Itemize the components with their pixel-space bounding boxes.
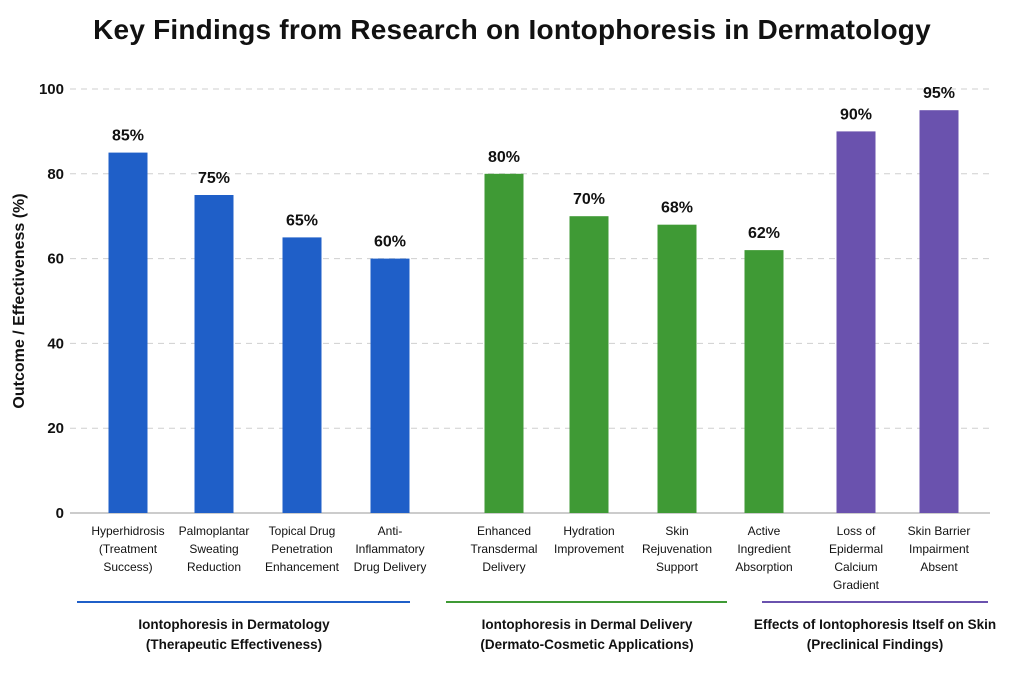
y-tick-label: 40	[47, 335, 64, 352]
group-label: Iontophoresis in Dermal Delivery (Dermato…	[480, 617, 693, 652]
x-category-label: Topical Drug Penetration Enhancement	[265, 524, 340, 574]
x-category-label: Loss of Epidermal Calcium Gradient	[829, 524, 883, 592]
y-tick-label: 20	[47, 420, 64, 437]
bar-value-label: 65%	[286, 212, 318, 229]
x-category-label: Anti-Inflammatory Drug Delivery	[354, 524, 427, 574]
x-category-label: Active Ingredient Absorption	[735, 524, 792, 574]
bar	[194, 195, 234, 513]
bar	[919, 110, 959, 513]
bar	[836, 131, 876, 513]
bar-value-label: 95%	[923, 85, 955, 102]
bar	[484, 173, 524, 514]
x-category-label: Skin Barrier Impairment Absent	[908, 524, 971, 574]
chart-title: Key Findings from Research on Iontophore…	[93, 14, 931, 45]
bar-value-label: 80%	[488, 149, 520, 166]
bar-value-label: 90%	[840, 106, 872, 123]
group-label: Iontophoresis in Dermatology (Therapeutic…	[138, 617, 330, 652]
bar-value-label: 60%	[374, 234, 406, 251]
bar	[370, 258, 410, 513]
bar-value-label: 62%	[748, 225, 780, 242]
bar-value-label: 68%	[661, 200, 693, 217]
y-tick-label: 100	[39, 81, 64, 98]
y-tick-label: 60	[47, 251, 64, 268]
bar	[282, 237, 322, 513]
bar-value-label: 85%	[112, 128, 144, 145]
bar	[657, 224, 697, 513]
labels: 85% 75% 65% 60% 80% 70% 68% 62% 90% 95% Hyperhidro…	[91, 85, 970, 592]
group-labels: Iontophoresis in Dermatology (Therapeutic…	[77, 601, 996, 652]
group-label: Effects of Iontophoresis Itself on Skin(…	[754, 617, 996, 652]
y-tick-label: 80	[47, 166, 64, 183]
bar-value-label: 75%	[198, 170, 230, 187]
y-axis-title: Outcome / Effectiveness (%)	[11, 193, 28, 408]
bar	[744, 250, 784, 513]
x-category-label: Skin Rejuvenation Support	[642, 524, 712, 574]
x-category-label: Palmoplantar Sweating Reduction	[179, 524, 250, 574]
bar-value-label: 70%	[573, 191, 605, 208]
bar	[108, 152, 148, 513]
y-tick-label: 0	[56, 505, 64, 522]
x-category-label: Enhanced Transdermal Delivery	[471, 524, 538, 574]
x-category-label: Hydration Improvement	[554, 524, 625, 556]
bars	[108, 110, 959, 514]
x-category-label: Hyperhidrosis (Treatment Success)	[91, 524, 164, 574]
bar	[569, 216, 609, 513]
